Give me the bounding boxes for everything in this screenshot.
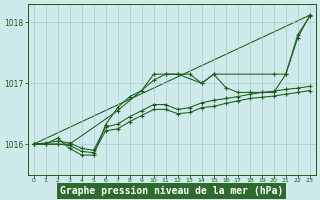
- X-axis label: Graphe pression niveau de la mer (hPa): Graphe pression niveau de la mer (hPa): [60, 186, 283, 196]
